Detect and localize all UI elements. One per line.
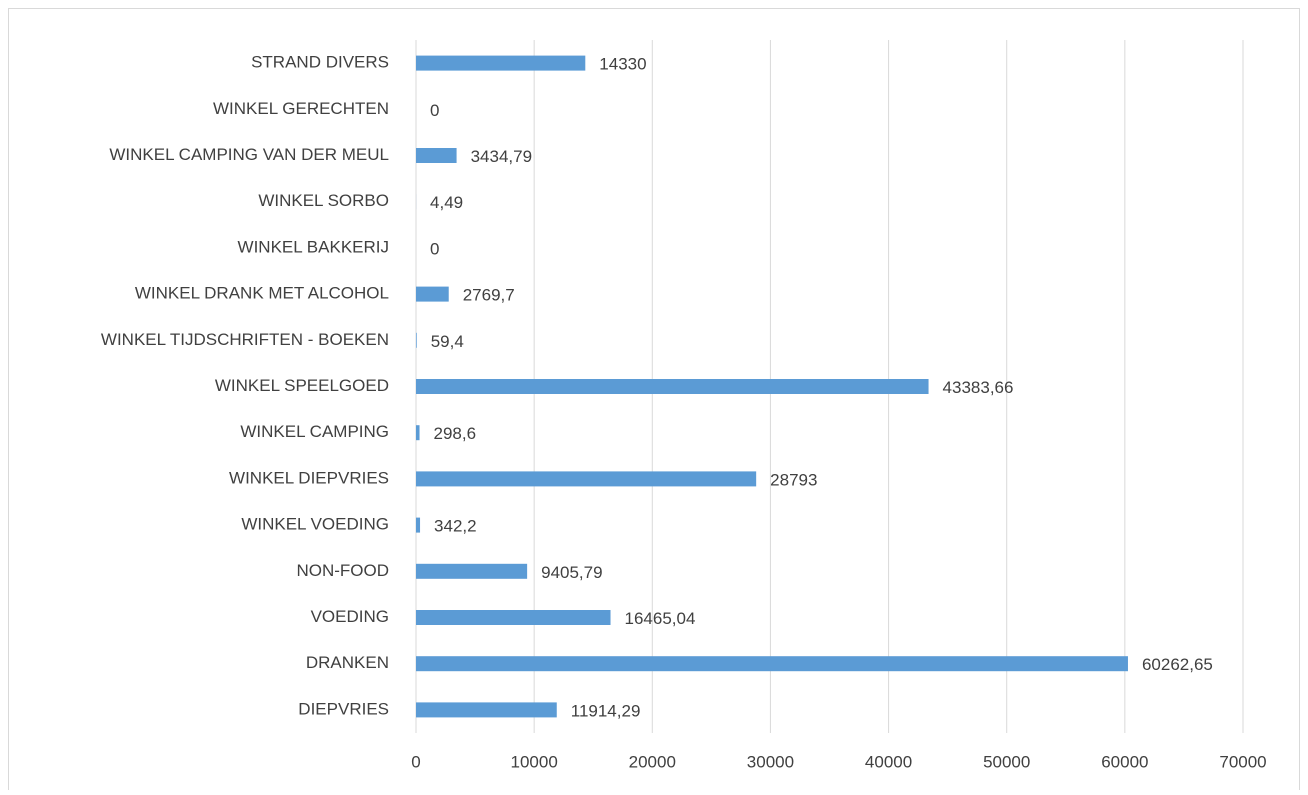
bar: [416, 564, 527, 579]
bar: [416, 333, 417, 348]
data-label: 0: [430, 101, 439, 120]
y-tick-label: VOEDING: [311, 607, 389, 626]
y-tick-label: WINKEL SPEELGOED: [215, 376, 389, 395]
chart-border: [9, 9, 1300, 791]
y-tick-label: WINKEL SORBO: [258, 191, 389, 210]
data-label: 3434,79: [471, 147, 532, 166]
bar: [416, 287, 449, 302]
y-tick-label: WINKEL VOEDING: [241, 515, 389, 534]
data-label: 342,2: [434, 517, 477, 536]
data-label: 11914,29: [571, 701, 641, 720]
y-tick-label: STRAND DIVERS: [251, 53, 389, 72]
y-tick-label: WINKEL CAMPING: [240, 422, 389, 441]
bar: [416, 425, 420, 440]
x-tick-label: 60000: [1101, 752, 1148, 771]
bar: [416, 702, 557, 717]
data-label: 4,49: [430, 193, 463, 212]
x-tick-label: 20000: [629, 752, 676, 771]
x-tick-label: 70000: [1219, 752, 1266, 771]
y-tick-label: DIEPVRIES: [298, 699, 389, 718]
data-label: 43383,66: [943, 378, 1014, 397]
y-tick-label: WINKEL GERECHTEN: [213, 99, 389, 118]
data-label: 59,4: [431, 332, 464, 351]
x-tick-label: 10000: [511, 752, 558, 771]
bar: [416, 56, 585, 71]
bar: [416, 518, 420, 533]
y-tick-label: WINKEL CAMPING VAN DER MEUL: [109, 145, 389, 164]
y-tick-label: WINKEL DIEPVRIES: [229, 468, 389, 487]
bar: [416, 656, 1128, 671]
data-label: 2769,7: [463, 286, 515, 305]
x-tick-label: 50000: [983, 752, 1030, 771]
data-label: 0: [430, 239, 439, 258]
data-label: 14330: [599, 55, 646, 74]
y-tick-label: WINKEL DRANK MET ALCOHOL: [135, 284, 389, 303]
x-tick-label: 0: [411, 752, 420, 771]
data-label: 16465,04: [625, 609, 696, 628]
x-tick-label: 30000: [747, 752, 794, 771]
y-tick-label: WINKEL TIJDSCHRIFTEN - BOEKEN: [101, 330, 389, 349]
data-label: 28793: [770, 470, 817, 489]
data-label: 9405,79: [541, 563, 602, 582]
bar: [416, 610, 611, 625]
bar: [416, 379, 929, 394]
x-tick-label: 40000: [865, 752, 912, 771]
data-label: 60262,65: [1142, 655, 1213, 674]
y-tick-label: DRANKEN: [306, 653, 389, 672]
data-label: 298,6: [434, 424, 477, 443]
bar: [416, 471, 756, 486]
bar: [416, 148, 457, 163]
y-tick-label: NON-FOOD: [296, 561, 389, 580]
y-tick-label: WINKEL BAKKERIJ: [238, 237, 389, 256]
